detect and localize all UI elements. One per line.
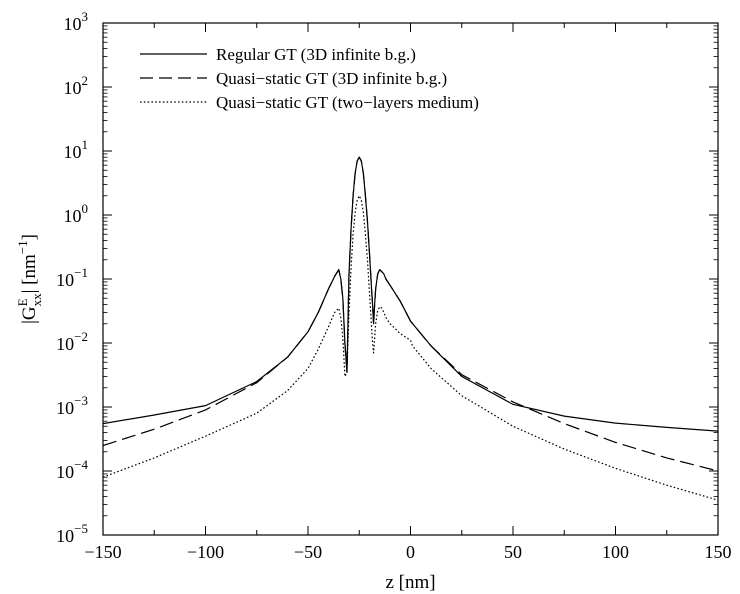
x-tick-label: 100 [602, 542, 629, 562]
y-axis-label-unit-sup: −1 [15, 240, 30, 254]
x-axis-ticks: −150 −100 −50 0 50 100 150 [84, 23, 732, 562]
legend: Regular GT (3D infinite b.g.) Quasi−stati… [140, 45, 479, 112]
y-tick-label: 100 [64, 201, 89, 226]
y-axis-label-end: ] [19, 234, 40, 240]
legend-label-1: Regular GT (3D infinite b.g.) [216, 45, 416, 64]
x-tick-label: 50 [504, 542, 522, 562]
legend-label-3: Quasi−static GT (two−layers medium) [216, 93, 479, 112]
y-tick-label: 10−1 [56, 265, 88, 290]
series-line-2 [103, 156, 718, 472]
y-tick-label: 10−2 [56, 329, 88, 354]
y-axis-label-sub: xx [29, 293, 44, 307]
y-tick-label: 10−5 [56, 521, 88, 546]
series-curves [103, 156, 718, 501]
y-axis-label-tail: | [nm [19, 254, 40, 293]
y-tick-label: 101 [64, 137, 89, 162]
x-tick-label: 150 [705, 542, 732, 562]
y-axis-ticks: 10−5 10−4 10−3 10−2 10−1 100 101 102 103 [56, 9, 718, 546]
y-tick-label: 103 [64, 9, 89, 34]
x-tick-label: −50 [294, 542, 322, 562]
y-tick-label: 10−4 [56, 457, 88, 482]
series-line-1 [103, 156, 718, 432]
x-tick-label: −100 [187, 542, 224, 562]
series-line-3 [103, 195, 718, 501]
legend-label-2: Quasi−static GT (3D infinite b.g.) [216, 69, 447, 88]
y-axis-label: |GExx| [nm−1] [15, 234, 44, 324]
x-tick-label: −150 [84, 542, 121, 562]
x-axis-label: z [nm] [385, 572, 435, 593]
y-tick-label: 10−3 [56, 393, 88, 418]
y-tick-label: 102 [64, 73, 89, 98]
x-tick-label: 0 [406, 542, 415, 562]
y-axis-label-sup: E [15, 298, 30, 306]
y-axis-label-main: |G [19, 306, 40, 324]
